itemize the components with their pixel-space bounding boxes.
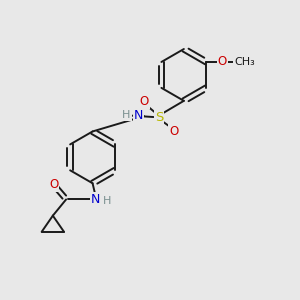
Text: O: O (218, 56, 227, 68)
Text: O: O (49, 178, 58, 191)
Text: N: N (134, 109, 143, 122)
Text: H: H (103, 196, 111, 206)
Text: CH₃: CH₃ (234, 57, 255, 67)
Text: O: O (169, 125, 178, 138)
Text: H: H (122, 110, 130, 120)
Text: N: N (91, 193, 100, 206)
Text: O: O (140, 95, 149, 108)
Text: S: S (154, 110, 163, 124)
